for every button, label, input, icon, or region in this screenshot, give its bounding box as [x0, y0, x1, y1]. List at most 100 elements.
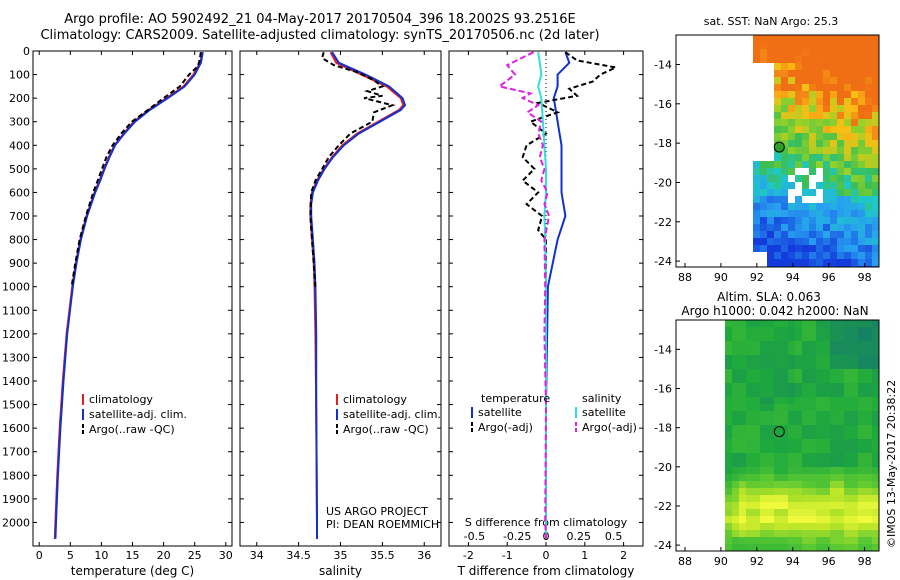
- difference-series-t-satellite: [545, 51, 571, 539]
- legend-label: Argo(..raw -QC): [89, 423, 175, 436]
- map-cell: [830, 63, 837, 70]
- map-cell: [844, 467, 851, 474]
- map-cell: [858, 439, 865, 446]
- legend-label: satellite: [582, 406, 626, 419]
- map-cell: [795, 537, 802, 544]
- map-cell: [844, 439, 851, 446]
- map-cell: [872, 175, 879, 182]
- map-cell: [858, 530, 865, 537]
- map-cell: [823, 49, 830, 56]
- map-cell: [851, 154, 858, 161]
- map-cell: [830, 175, 837, 182]
- map-cell: [732, 544, 739, 551]
- map-cell: [809, 537, 816, 544]
- map-cell: [865, 341, 872, 348]
- map-cell: [795, 217, 802, 224]
- map-cell: [809, 56, 816, 63]
- map-cell: [795, 91, 802, 98]
- map-cell: [795, 390, 802, 397]
- s-tick-label: 0.5: [605, 530, 623, 543]
- map-cell: [823, 224, 830, 231]
- map-cell: [851, 516, 858, 523]
- map-cell: [809, 49, 816, 56]
- map-cell: [788, 341, 795, 348]
- map-cell: [760, 481, 767, 488]
- project-credit: US ARGO PROJECT: [326, 505, 428, 518]
- map-cell: [739, 516, 746, 523]
- y-tick-label: -20: [654, 461, 672, 474]
- map-cell: [788, 355, 795, 362]
- map-cell: [844, 133, 851, 140]
- map-cell: [802, 217, 809, 224]
- map-cell: [781, 182, 788, 189]
- legend-label: climatology: [343, 393, 407, 406]
- map-cell: [788, 467, 795, 474]
- map-cell: [830, 49, 837, 56]
- map-cell: [851, 327, 858, 334]
- x-tick-label: 35.5: [370, 549, 395, 562]
- map-cell: [732, 320, 739, 327]
- map-cell: [837, 70, 844, 77]
- map-cell: [809, 481, 816, 488]
- map-cell: [816, 63, 823, 70]
- map-cell: [809, 70, 816, 77]
- map-cell: [802, 362, 809, 369]
- map-cell: [830, 133, 837, 140]
- map-cell: [788, 238, 795, 245]
- map-cell: [858, 418, 865, 425]
- map-cell: [851, 217, 858, 224]
- map-cell: [858, 355, 865, 362]
- map-cell: [837, 348, 844, 355]
- y-tick-label: -24: [654, 255, 672, 268]
- x-tick-label: 0: [543, 549, 550, 562]
- map-cell: [795, 49, 802, 56]
- map-cell: [767, 42, 774, 49]
- map-cell: [760, 369, 767, 376]
- map-cell: [837, 481, 844, 488]
- map-cell: [809, 474, 816, 481]
- map-cell: [781, 495, 788, 502]
- y-tick-label: 300: [9, 116, 30, 129]
- map-cell: [865, 502, 872, 509]
- map-cell: [837, 84, 844, 91]
- map-cell: [802, 161, 809, 168]
- map-cell: [851, 397, 858, 404]
- map-cell: [760, 217, 767, 224]
- map-cell: [844, 63, 851, 70]
- map-cell: [760, 231, 767, 238]
- map-cell: [816, 467, 823, 474]
- map-cell: [844, 446, 851, 453]
- map-cell: [858, 411, 865, 418]
- map-cell: [823, 161, 830, 168]
- map-cell: [865, 224, 872, 231]
- map-cell: [837, 418, 844, 425]
- map-cell: [753, 189, 760, 196]
- y-tick-label: -22: [654, 216, 672, 229]
- map-cell: [788, 56, 795, 63]
- map-cell: [823, 210, 830, 217]
- map-cell: [809, 432, 816, 439]
- map-cell: [837, 397, 844, 404]
- map-cell: [809, 245, 816, 252]
- y-tick-label: -14: [654, 58, 672, 71]
- map-cell: [788, 133, 795, 140]
- map-cell: [823, 397, 830, 404]
- map-cell: [767, 439, 774, 446]
- map-cell: [781, 217, 788, 224]
- map-cell: [816, 355, 823, 362]
- map-cell: [809, 502, 816, 509]
- map-cell: [844, 495, 851, 502]
- map-cell: [795, 140, 802, 147]
- map-cell: [872, 390, 879, 397]
- figure-title-line1: Argo profile: AO 5902492_21 04-May-2017 …: [64, 12, 576, 27]
- map-cell: [760, 432, 767, 439]
- map-cell: [788, 126, 795, 133]
- map-cell: [851, 91, 858, 98]
- map-cell: [851, 259, 858, 266]
- map-cell: [788, 460, 795, 467]
- map-cell: [767, 446, 774, 453]
- map-cell: [802, 154, 809, 161]
- map-cell: [816, 98, 823, 105]
- y-tick-label: 1300: [2, 351, 30, 364]
